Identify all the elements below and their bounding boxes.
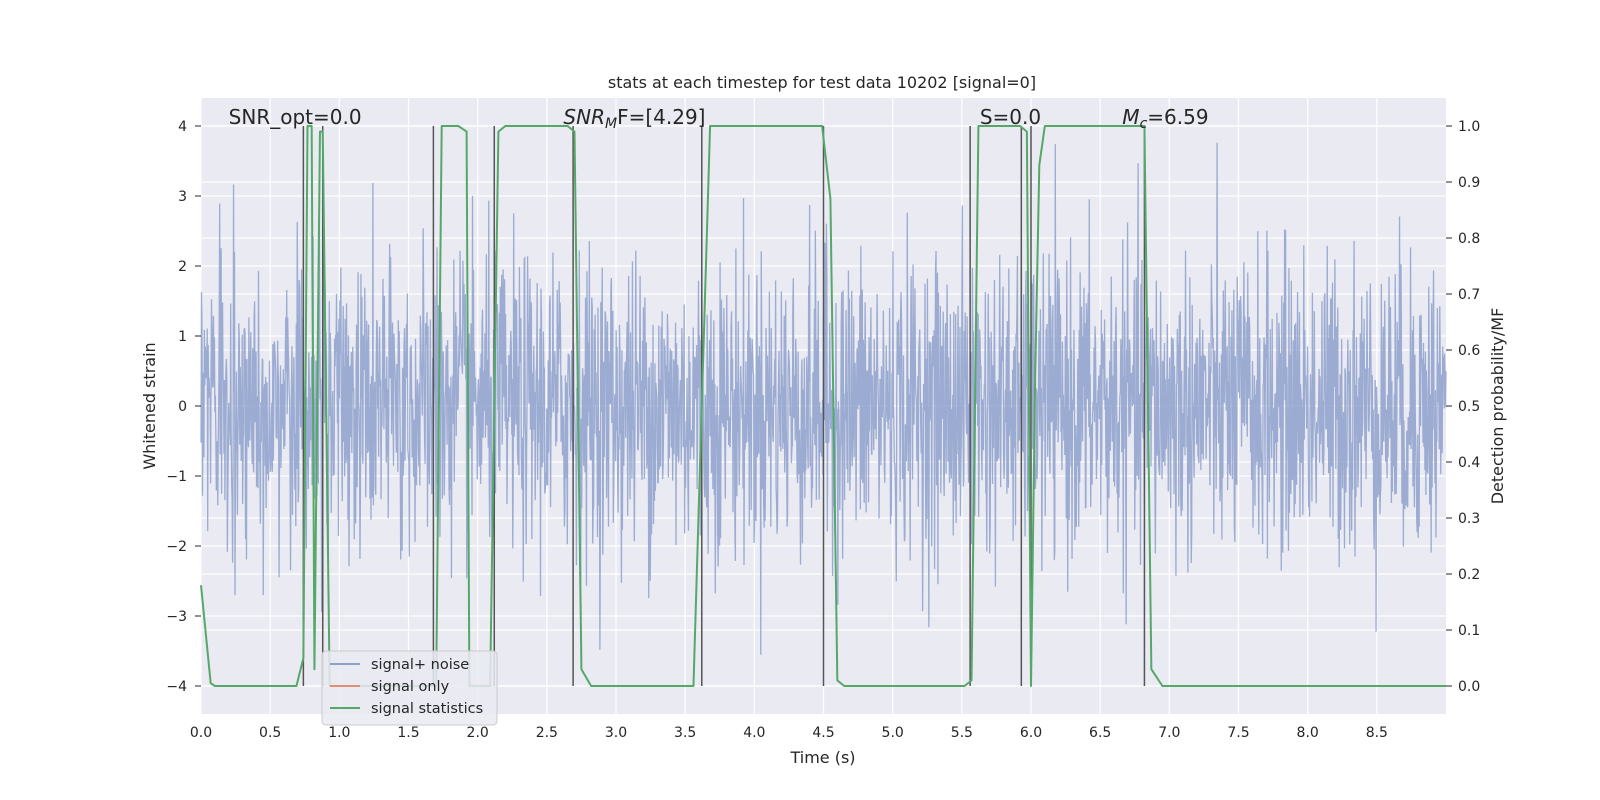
chart-title: stats at each timestep for test data 102… [608,73,1036,92]
legend-label: signal statistics [371,701,483,717]
y-tick-label-left: −3 [166,609,187,625]
y-tick-label-left: −4 [166,679,187,695]
y-tick-label-left: 2 [178,259,187,275]
x-tick-label: 8.0 [1297,725,1319,741]
x-tick-label: 3.0 [605,725,627,741]
y-tick-label-left: −1 [166,469,187,485]
x-axis-label: Time (s) [789,748,855,767]
y-tick-label-right: 0.2 [1458,567,1480,583]
y-tick-label-right: 0.3 [1458,511,1480,527]
x-tick-label: 6.0 [1020,725,1042,741]
y-axis-label-right: Detection probability/MF [1488,308,1507,505]
x-tick-label: 6.5 [1089,725,1111,741]
x-tick-label: 5.0 [882,725,904,741]
x-tick-label: 4.5 [812,725,834,741]
annotations: SNR_opt=0.0 SNRMF=[4.29] S=0.0 Mc=6.59 [229,105,1209,132]
y-tick-label-right: 0.0 [1458,679,1480,695]
tick-labels: 0.0 0.5 1.0 1.5 2.0 2.5 3.0 3.5 4.0 4.5 5.0 5.5 6.0 6… [166,119,1480,741]
y-tick-label-left: 1 [178,329,187,345]
y-tick-label-right: 0.9 [1458,175,1480,191]
statistics-line [200,125,1446,687]
x-tick-label: 0.0 [190,725,212,741]
x-tick-label: 7.0 [1158,725,1180,741]
x-tick-label: 2.0 [467,725,489,741]
y-tick-label-right: 1.0 [1458,119,1480,135]
y-tick-label-right: 0.7 [1458,287,1480,303]
y-tick-label-right: 0.4 [1458,455,1480,471]
y-tick-label-left: 4 [178,119,187,135]
annotation: S=0.0 [980,105,1041,129]
y-tick-label-left: −2 [166,539,187,555]
annotation: Mc=6.59 [1122,105,1208,132]
y-tick-label-left: 3 [178,189,187,205]
x-tick-label: 0.5 [259,725,281,741]
x-tick-label: 1.0 [328,725,350,741]
y-tick-label-right: 0.6 [1458,343,1480,359]
y-axis-label-left: Whitened strain [140,342,159,469]
y-tick-label-right: 0.5 [1458,399,1480,415]
annotation: SNR_opt=0.0 [229,105,362,129]
signal-statistics-series [200,125,1446,687]
legend: signal+ noise signal only signal statistic… [321,650,498,726]
x-tick-label: 2.5 [536,725,558,741]
y-tick-label-left: 0 [178,399,187,415]
y-tick-label-right: 0.1 [1458,623,1480,639]
x-tick-label: 1.5 [397,725,419,741]
x-tick-label: 4.0 [743,725,765,741]
legend-label: signal only [371,679,450,695]
legend-box [321,650,498,726]
x-tick-label: 3.5 [674,725,696,741]
x-tick-label: 7.5 [1227,725,1249,741]
annotation: SNRMF=[4.29] [563,105,705,132]
x-tick-label: 8.5 [1366,725,1388,741]
x-tick-label: 5.5 [951,725,973,741]
y-tick-label-right: 0.8 [1458,231,1480,247]
legend-label: signal+ noise [371,657,469,673]
